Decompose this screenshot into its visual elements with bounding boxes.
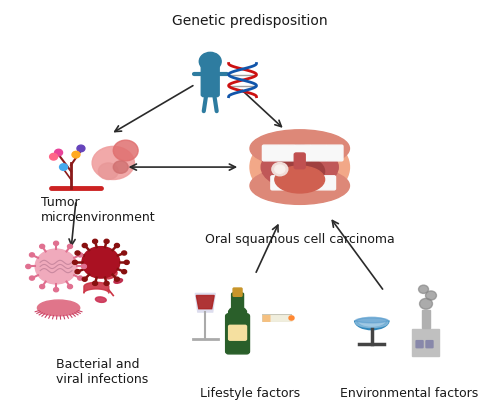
Circle shape [72, 151, 80, 158]
Ellipse shape [96, 297, 106, 302]
Ellipse shape [275, 157, 324, 186]
Circle shape [78, 276, 82, 280]
Circle shape [82, 244, 87, 248]
Circle shape [275, 165, 285, 173]
FancyBboxPatch shape [228, 325, 246, 340]
Circle shape [82, 246, 120, 278]
Circle shape [200, 53, 221, 70]
Circle shape [420, 299, 432, 309]
FancyBboxPatch shape [302, 176, 320, 190]
Text: Tumor
microenvironment: Tumor microenvironment [41, 196, 156, 224]
Circle shape [418, 285, 428, 294]
FancyBboxPatch shape [287, 176, 304, 190]
Circle shape [54, 241, 59, 245]
Ellipse shape [250, 130, 350, 167]
Circle shape [122, 270, 126, 274]
Circle shape [26, 264, 30, 269]
FancyBboxPatch shape [294, 145, 311, 161]
Ellipse shape [356, 318, 388, 323]
Circle shape [92, 239, 98, 244]
Ellipse shape [275, 166, 324, 193]
Circle shape [114, 277, 119, 281]
Circle shape [40, 244, 44, 249]
Circle shape [40, 284, 44, 289]
FancyBboxPatch shape [318, 176, 336, 190]
Circle shape [72, 260, 78, 264]
Ellipse shape [356, 317, 388, 328]
Circle shape [122, 251, 126, 255]
Circle shape [60, 164, 68, 171]
FancyBboxPatch shape [326, 145, 343, 161]
Circle shape [68, 284, 72, 289]
Ellipse shape [250, 133, 350, 201]
Ellipse shape [92, 146, 134, 179]
FancyBboxPatch shape [426, 341, 433, 348]
FancyBboxPatch shape [233, 288, 242, 296]
Ellipse shape [114, 140, 138, 161]
Circle shape [54, 149, 62, 156]
Ellipse shape [98, 163, 118, 179]
Circle shape [50, 153, 58, 160]
Circle shape [75, 251, 80, 255]
Ellipse shape [261, 146, 338, 189]
Circle shape [104, 239, 109, 244]
Ellipse shape [114, 161, 128, 173]
Ellipse shape [38, 300, 80, 316]
Circle shape [92, 281, 98, 285]
Ellipse shape [114, 279, 122, 283]
Circle shape [426, 291, 436, 300]
Text: Bacterial and
viral infections: Bacterial and viral infections [56, 358, 148, 386]
Text: Environmental factors: Environmental factors [340, 387, 478, 399]
FancyBboxPatch shape [226, 314, 250, 354]
Circle shape [68, 244, 72, 249]
Polygon shape [196, 294, 215, 312]
FancyBboxPatch shape [271, 176, 288, 190]
Circle shape [30, 253, 35, 257]
Ellipse shape [296, 155, 303, 159]
FancyBboxPatch shape [310, 145, 327, 161]
Ellipse shape [250, 167, 350, 204]
Circle shape [77, 145, 85, 152]
Circle shape [30, 276, 35, 280]
Ellipse shape [104, 271, 117, 279]
FancyBboxPatch shape [202, 63, 219, 97]
Text: Lifestyle factors: Lifestyle factors [200, 387, 300, 399]
Circle shape [82, 277, 87, 281]
FancyBboxPatch shape [294, 153, 305, 169]
FancyBboxPatch shape [416, 341, 423, 348]
FancyBboxPatch shape [412, 329, 439, 356]
Circle shape [272, 163, 288, 176]
FancyBboxPatch shape [262, 145, 280, 161]
FancyBboxPatch shape [422, 309, 430, 328]
Ellipse shape [228, 307, 246, 317]
FancyBboxPatch shape [232, 293, 243, 314]
Text: Oral squamous cell carcinoma: Oral squamous cell carcinoma [205, 234, 394, 246]
Circle shape [104, 281, 109, 285]
Circle shape [78, 253, 82, 257]
Circle shape [114, 244, 119, 248]
Circle shape [54, 288, 59, 292]
Circle shape [124, 260, 129, 264]
Circle shape [35, 249, 77, 284]
Polygon shape [196, 296, 214, 309]
FancyBboxPatch shape [278, 145, 295, 161]
Circle shape [82, 264, 86, 269]
Text: Genetic predisposition: Genetic predisposition [172, 14, 328, 28]
Circle shape [75, 270, 80, 274]
